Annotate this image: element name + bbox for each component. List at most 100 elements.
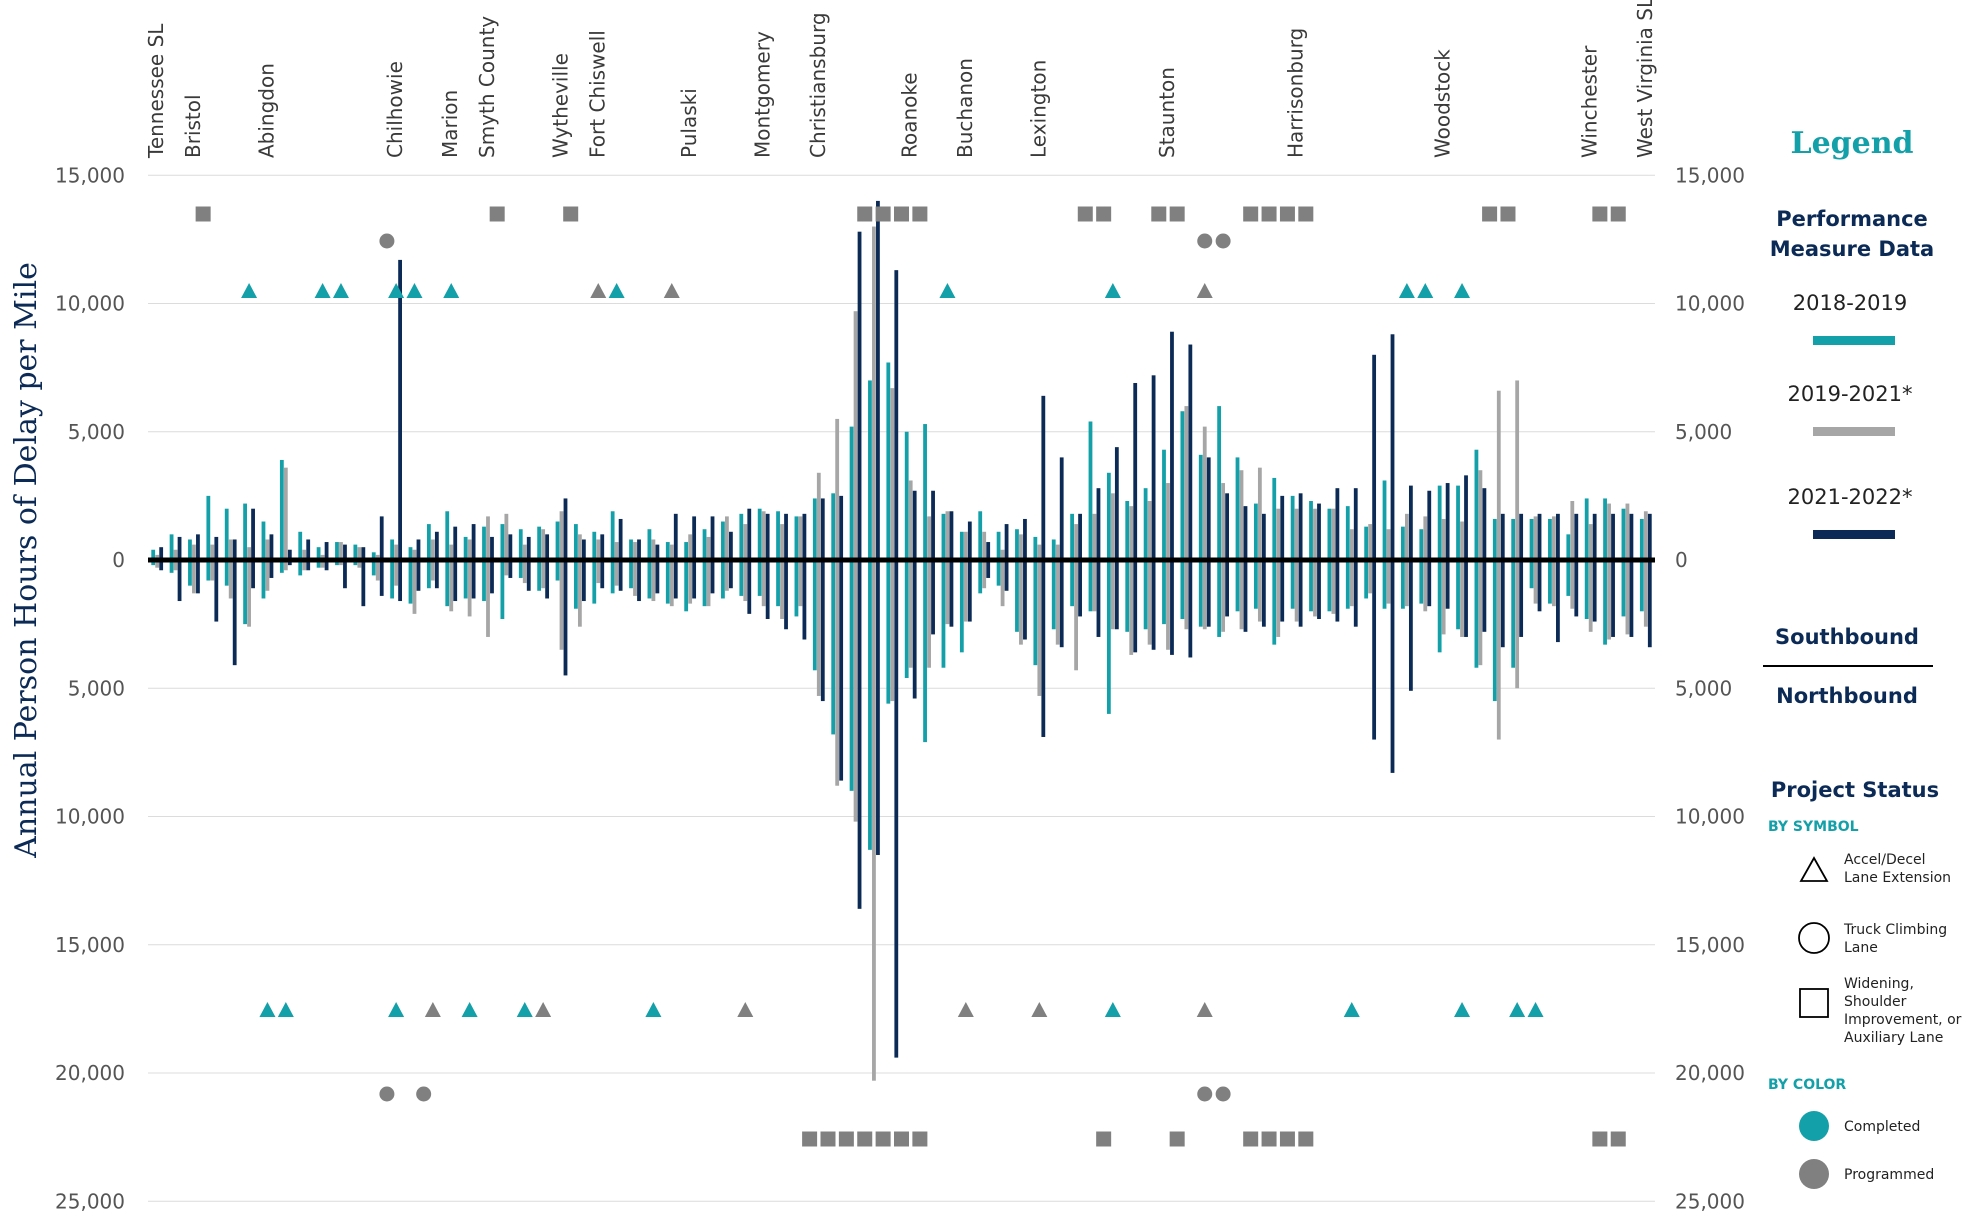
bar-southbound [335,542,339,560]
bar-southbound [1088,421,1093,560]
bar-northbound [839,560,844,781]
triangle-marker [1104,1002,1121,1017]
bar-northbound [526,560,531,591]
bar-northbound [831,560,836,735]
bar-northbound [728,560,733,589]
bar-northbound [647,560,652,599]
legend-symbol-label: Truck Climbing Lane [1843,922,1947,956]
bar-northbound [1188,560,1193,658]
bar-southbound [463,536,468,560]
bar-northbound [673,560,678,599]
bar-northbound [206,560,211,581]
series-2021-2022* [159,200,1652,1058]
bar-northbound [1345,560,1350,609]
square-marker [875,206,891,222]
bar-southbound [1408,485,1413,560]
bar-northbound [1023,560,1027,640]
bar-northbound [1004,560,1009,591]
bar-northbound [1621,560,1626,617]
bar-southbound [1625,503,1630,560]
bar-northbound [1390,560,1395,773]
triangle-marker [1417,283,1434,298]
bar-southbound [508,534,513,560]
completed-swatch [1799,1111,1829,1141]
triangle-marker [1196,283,1213,298]
square-marker [1077,206,1093,222]
bar-northbound [416,560,421,591]
bar-northbound [665,560,670,604]
bar-southbound [647,529,652,560]
bar-southbound [526,536,531,560]
bar-northbound [904,560,909,678]
bar-northbound [1584,560,1589,619]
bar-northbound [471,560,476,599]
legend-series-label: 2019-2021* [1788,382,1913,406]
bar-northbound [963,560,968,622]
bar-northbound [618,560,623,591]
legend-series-label: 2021-2022* [1788,485,1913,509]
bar-northbound [692,560,697,599]
bar-northbound [894,560,899,1058]
bar-southbound [379,516,384,560]
bar-northbound [151,560,156,566]
bar-northbound [522,560,527,584]
bar-southbound [1051,539,1056,560]
bar-southbound [1221,483,1226,560]
bar-southbound [706,536,711,560]
bar-southbound [1313,508,1317,560]
bar-northbound [518,560,523,578]
y-tick-label-right: 5,000 [1675,420,1732,444]
triangle-marker [461,1002,478,1017]
bar-northbound [1309,560,1313,612]
square-marker [1151,206,1167,222]
bar-northbound [335,560,339,566]
bar-northbound [1041,560,1046,737]
bar-southbound [1151,375,1156,560]
bar-southbound [1015,529,1019,560]
bar-southbound [967,521,972,560]
bar-southbound [1110,493,1115,560]
bar-northbound [398,560,402,602]
bar-southbound [1368,524,1373,560]
bar-southbound [1574,513,1579,560]
bar-southbound [629,539,633,560]
bar-southbound [959,531,964,560]
y-tick-label: 5,000 [68,420,125,444]
bar-southbound [1276,508,1281,560]
bar-southbound [1257,467,1262,560]
bar-northbound [1170,560,1174,655]
bar-southbound [1331,508,1336,560]
bar-northbound [945,560,950,625]
bar-southbound [1500,513,1505,560]
bar-southbound [269,534,274,560]
bar-northbound [1529,560,1534,589]
bar-southbound [886,362,891,560]
y-tick-label-right: 5,000 [1675,676,1732,700]
bar-northbound [1019,560,1023,645]
bar-northbound [1180,560,1185,619]
circle-marker [379,233,395,249]
bar-northbound [412,560,417,614]
legend-symbol-label: Accel/Decel Lane Extension [1844,852,1951,886]
bar-northbound [1143,560,1148,630]
square-marker [1261,206,1277,222]
series-2018-2019 [151,362,1644,850]
bar-southbound [261,521,266,560]
bar-southbound [692,516,697,560]
bar-southbound [1000,549,1005,560]
bar-southbound [780,524,784,560]
y-tick-label: 0 [112,548,125,572]
bar-southbound [794,516,799,560]
bar-northbound [669,560,674,607]
bar-northbound [232,560,237,666]
location-label: Buchanon [953,58,977,158]
bar-southbound [1345,506,1350,560]
bar-southbound [1023,518,1027,560]
bar-northbound [592,560,597,604]
triangle-marker [535,1002,552,1017]
bar-northbound [361,560,366,607]
triangle-marker [645,1002,662,1017]
bar-northbound [159,560,164,571]
bar-southbound [541,529,546,560]
bar-southbound [637,539,641,560]
